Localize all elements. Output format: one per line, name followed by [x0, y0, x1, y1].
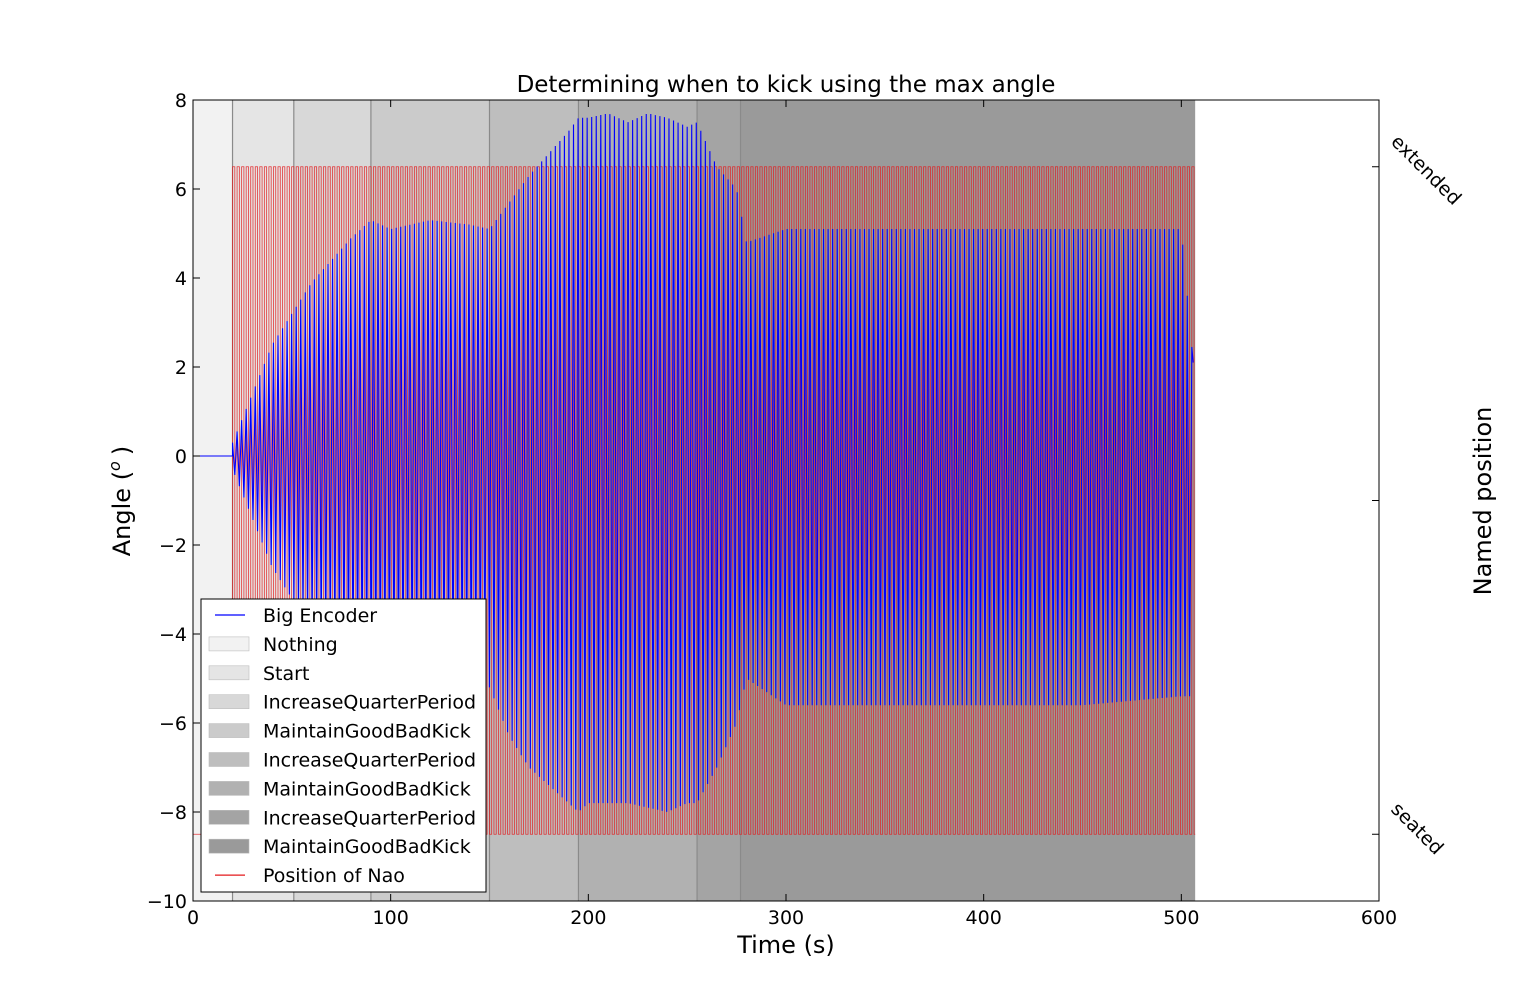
y-tick-label: 6: [175, 179, 187, 201]
legend-swatch-patch: [208, 694, 250, 710]
legend-swatch-patch: [208, 838, 250, 854]
y-tick-label: 8: [175, 90, 187, 112]
x-tick-label: 100: [373, 907, 409, 929]
legend-swatch-patch: [208, 752, 250, 767]
y-tick-label: −8: [159, 802, 187, 824]
legend: Big Encoder Nothing Start IncreaseQuarterPe…: [200, 598, 487, 893]
legend-swatch-patch: [208, 636, 250, 652]
right-axis-label: Named position: [1469, 407, 1497, 596]
y-tick-label: 0: [175, 446, 187, 468]
y-tick-label: −6: [159, 713, 187, 735]
legend-label: Position of Nao: [263, 865, 405, 887]
x-tick-label: 0: [187, 907, 199, 929]
legend-label: MaintainGoodBadKick: [263, 721, 471, 743]
x-axis-label: Time (s): [736, 931, 835, 959]
legend-label: Start: [263, 663, 309, 685]
legend-swatch-patch: [208, 781, 250, 796]
y-tick-label: −2: [159, 535, 187, 557]
y-axis-label: Angle (o): [105, 446, 136, 556]
legend-label: Big Encoder: [263, 605, 377, 627]
y-axis-label-text: Angle (: [108, 471, 136, 556]
y-tick-label: 4: [175, 268, 187, 290]
legend-label: MaintainGoodBadKick: [263, 836, 471, 858]
chart-title: Determining when to kick using the max a…: [517, 72, 1056, 98]
series-position-of-nao: [193, 166, 1196, 835]
x-tick-label: 500: [1163, 907, 1199, 929]
x-tick-label: 300: [768, 907, 804, 929]
legend-label: Nothing: [263, 634, 338, 656]
y-axis-label-close: ): [108, 446, 136, 455]
legend-label: MaintainGoodBadKick: [263, 778, 471, 800]
y-tick-label: −4: [159, 624, 187, 646]
y-axis-label-degree: o: [105, 461, 124, 471]
y-tick-label: −10: [147, 891, 187, 913]
legend-swatch-patch: [208, 665, 250, 681]
legend-label: IncreaseQuarterPeriod: [263, 750, 476, 772]
y-tick-label: 2: [175, 357, 187, 379]
legend-label: IncreaseQuarterPeriod: [263, 692, 476, 714]
legend-swatch-patch: [208, 723, 250, 738]
x-tick-label: 400: [966, 907, 1002, 929]
x-tick-label: 200: [570, 907, 606, 929]
x-tick-label: 600: [1361, 907, 1397, 929]
legend-swatch-patch: [208, 809, 250, 825]
legend-label: IncreaseQuarterPeriod: [263, 807, 476, 829]
